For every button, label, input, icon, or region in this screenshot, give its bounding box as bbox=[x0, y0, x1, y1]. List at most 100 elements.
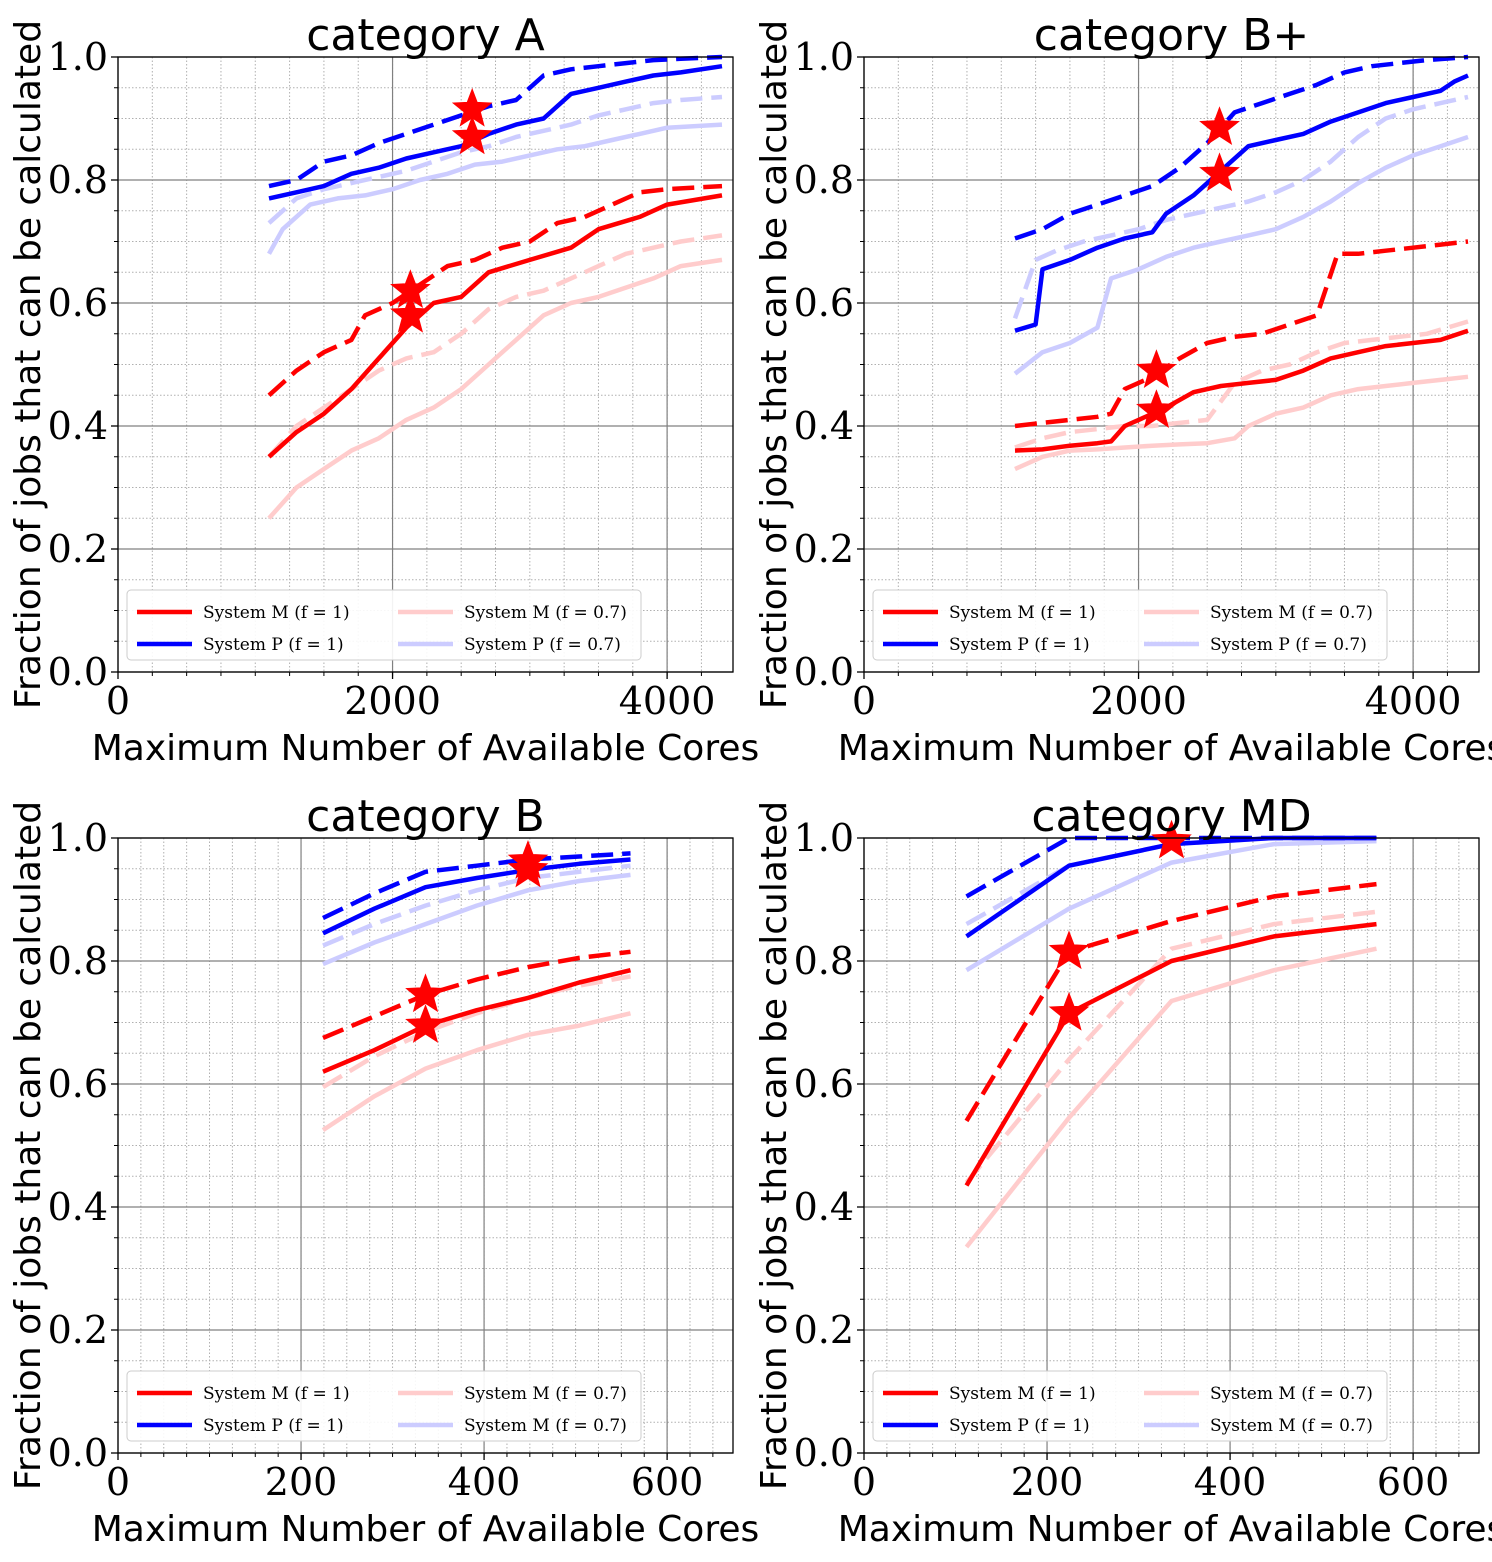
series-line-2 bbox=[964, 881, 1377, 1123]
legend-label-1: System M (f = 1) bbox=[949, 603, 1096, 623]
chart-1: 0 2000 4000 0.0 0.2 0.4 0.6 0.8 1.0 category A Max… bbox=[8, 10, 759, 769]
y-tick-label: 1.0 bbox=[794, 35, 854, 79]
legend-label-2: System P (f = 1) bbox=[949, 1416, 1090, 1436]
series-line-7 bbox=[322, 872, 631, 967]
series-line-1 bbox=[964, 921, 1377, 1187]
chart-2: 0 2000 4000 0.0 0.2 0.4 0.6 0.8 1.0 category B+ Ma… bbox=[754, 10, 1492, 769]
legend-label-4: System M (f = 0.7) bbox=[1210, 1416, 1373, 1436]
y-tick-label: 0.4 bbox=[794, 404, 854, 448]
star-marker-1 bbox=[1048, 930, 1090, 970]
legend: System M (f = 1) System P (f = 1) System M… bbox=[872, 589, 1388, 661]
legend-box bbox=[126, 1370, 642, 1442]
x-tick-label: 2000 bbox=[1090, 679, 1187, 723]
legend-box bbox=[872, 589, 1388, 661]
y-tick-label: 0.4 bbox=[48, 1185, 108, 1229]
series-line-8 bbox=[965, 835, 1377, 927]
y-tick-label: 0.0 bbox=[48, 1431, 108, 1475]
legend-label-1: System M (f = 1) bbox=[203, 1384, 350, 1404]
y-tick-label: 0.4 bbox=[48, 404, 108, 448]
y-tick-label: 1.0 bbox=[48, 35, 108, 79]
y-tick-label: 0.6 bbox=[794, 1062, 854, 1106]
x-tick-label: 0 bbox=[852, 1460, 876, 1504]
series-line-5 bbox=[964, 946, 1377, 1249]
y-tick-label: 0.6 bbox=[48, 1062, 108, 1106]
chart-title: category A bbox=[306, 10, 545, 61]
x-tick-label: 400 bbox=[448, 1460, 521, 1504]
legend-label-2: System P (f = 1) bbox=[203, 635, 344, 655]
y-tick-label: 0.4 bbox=[794, 1185, 854, 1229]
y-tick-label: 0.2 bbox=[794, 527, 854, 571]
star-marker-2 bbox=[1048, 991, 1090, 1031]
chart-title: category B+ bbox=[1034, 10, 1310, 61]
star-marker-1 bbox=[405, 973, 446, 1013]
chart-title: category B bbox=[306, 791, 545, 842]
x-tick-label: 600 bbox=[1377, 1460, 1450, 1504]
x-tick-label: 4000 bbox=[1365, 679, 1462, 723]
legend-label-4: System P (f = 0.7) bbox=[1210, 635, 1367, 655]
x-tick-label: 600 bbox=[631, 1460, 704, 1504]
x-axis-label: Maximum Number of Available Cores bbox=[838, 1509, 1492, 1550]
y-tick-label: 0.0 bbox=[794, 1431, 854, 1475]
y-tick-label: 0.2 bbox=[48, 527, 108, 571]
x-tick-label: 2000 bbox=[344, 679, 441, 723]
x-tick-label: 0 bbox=[106, 679, 130, 723]
legend-label-2: System P (f = 1) bbox=[949, 635, 1090, 655]
star-marker-4 bbox=[507, 848, 549, 888]
star-marker-2 bbox=[1136, 389, 1177, 428]
star-marker-4 bbox=[1199, 152, 1240, 192]
legend-box bbox=[872, 1370, 1388, 1442]
legend-label-2: System P (f = 1) bbox=[203, 1416, 344, 1436]
series-line-8 bbox=[1012, 94, 1469, 320]
x-tick-label: 200 bbox=[1011, 1460, 1084, 1504]
series-line-1 bbox=[322, 968, 632, 1074]
x-axis-label: Maximum Number of Available Cores bbox=[92, 1509, 760, 1550]
star-marker-3 bbox=[1151, 819, 1192, 859]
legend-label-3: System M (f = 0.7) bbox=[1210, 1384, 1373, 1404]
series-line-6 bbox=[964, 909, 1377, 1184]
series-line-2 bbox=[267, 183, 723, 397]
series-line-4 bbox=[268, 54, 723, 189]
y-tick-label: 0.8 bbox=[794, 158, 854, 202]
legend-label-3: System M (f = 0.7) bbox=[464, 603, 627, 623]
legend-box bbox=[126, 589, 642, 661]
y-tick-label: 0.6 bbox=[794, 281, 854, 325]
series-line-8 bbox=[267, 94, 723, 225]
legend-label-3: System M (f = 0.7) bbox=[464, 1384, 627, 1404]
x-axis-label: Maximum Number of Available Cores bbox=[838, 728, 1492, 769]
star-marker-4 bbox=[451, 115, 493, 155]
chart-4: 0 200 400 600 0.0 0.2 0.4 0.6 0.8 1.0 category MD M… bbox=[754, 791, 1492, 1550]
series-line-3 bbox=[322, 857, 631, 936]
star-marker-2 bbox=[405, 1004, 446, 1043]
series-group bbox=[964, 835, 1377, 1249]
series-line-7 bbox=[965, 838, 1377, 973]
star-marker-3 bbox=[1199, 106, 1240, 146]
x-tick-label: 0 bbox=[852, 679, 876, 723]
legend: System M (f = 1) System P (f = 1) System M… bbox=[126, 589, 642, 661]
legend-label-4: System M (f = 0.7) bbox=[464, 1416, 627, 1436]
legend: System M (f = 1) System P (f = 1) System M… bbox=[126, 1370, 642, 1442]
y-axis-label: Fraction of jobs that can be calculated bbox=[754, 801, 795, 1490]
series-line-2 bbox=[1014, 239, 1469, 429]
series-line-7 bbox=[267, 122, 723, 255]
series-line-4 bbox=[322, 851, 631, 921]
legend-label-1: System M (f = 1) bbox=[203, 603, 350, 623]
y-tick-label: 0.8 bbox=[48, 158, 108, 202]
series-line-6 bbox=[1014, 319, 1469, 450]
series-line-3 bbox=[268, 63, 723, 201]
series-line-1 bbox=[267, 193, 723, 459]
x-tick-label: 400 bbox=[1194, 1460, 1267, 1504]
y-tick-label: 0.0 bbox=[48, 650, 108, 694]
series-line-2 bbox=[322, 949, 631, 1040]
legend-label-3: System M (f = 0.7) bbox=[1210, 603, 1373, 623]
series-line-5 bbox=[1014, 374, 1469, 472]
series-group bbox=[321, 851, 632, 1132]
chart-title: category MD bbox=[1031, 791, 1311, 842]
star-marker-1 bbox=[1136, 349, 1177, 388]
y-tick-label: 0.2 bbox=[48, 1308, 108, 1352]
y-tick-label: 0.8 bbox=[794, 939, 854, 983]
legend-label-4: System P (f = 0.7) bbox=[464, 635, 621, 655]
y-axis-label: Fraction of jobs that can be calculated bbox=[8, 20, 49, 709]
series-line-7 bbox=[1013, 134, 1469, 376]
y-axis-label: Fraction of jobs that can be calculated bbox=[8, 801, 49, 1490]
